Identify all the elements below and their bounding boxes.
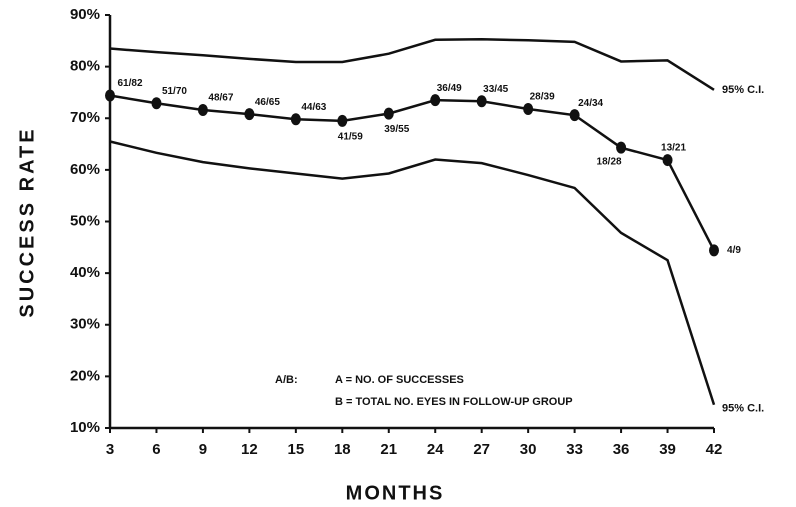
data-point <box>523 102 534 115</box>
point-label: 46/65 <box>255 97 280 108</box>
x-tick-label: 27 <box>473 441 490 458</box>
data-point <box>151 97 162 110</box>
x-tick-label: 33 <box>566 441 583 458</box>
data-point <box>290 113 301 126</box>
point-label: 4/9 <box>727 245 741 256</box>
point-label: 24/34 <box>578 98 603 109</box>
x-tick-label: 42 <box>706 441 723 458</box>
data-point <box>569 109 580 122</box>
point-label: 51/70 <box>162 86 187 97</box>
data-point <box>105 89 115 102</box>
x-tick-label: 15 <box>288 441 305 458</box>
data-point <box>430 94 441 107</box>
data-point <box>709 244 719 257</box>
line-end-label: 95% C.I. <box>722 84 764 96</box>
x-tick-label: 6 <box>152 441 160 458</box>
data-point <box>337 114 348 127</box>
y-tick-label: 30% <box>70 316 100 333</box>
y-tick-label: 60% <box>70 161 100 178</box>
line-end-label: 95% C.I. <box>722 403 764 415</box>
y-tick-label: 90% <box>70 6 100 23</box>
y-tick-label: 80% <box>70 58 100 75</box>
point-label: 41/59 <box>338 131 363 142</box>
annotation: A = NO. OF SUCCESSES <box>335 374 464 386</box>
data-point <box>244 108 255 121</box>
y-tick-label: 50% <box>70 212 100 229</box>
annotation: A/B: <box>275 374 298 386</box>
point-label: 33/45 <box>483 84 508 95</box>
x-tick-label: 39 <box>659 441 676 458</box>
y-tick-label: 70% <box>70 109 100 126</box>
x-tick-label: 3 <box>106 441 114 458</box>
series-line <box>109 38 715 91</box>
x-axis-label: MONTHS <box>346 482 445 504</box>
y-axis-label: SUCCESS RATE <box>16 126 38 317</box>
x-tick-label: 21 <box>380 441 397 458</box>
annotation: B = TOTAL NO. EYES IN FOLLOW-UP GROUP <box>335 396 573 408</box>
point-label: 13/21 <box>661 143 686 154</box>
x-tick-label: 18 <box>334 441 351 458</box>
point-label: 18/28 <box>597 156 622 167</box>
y-tick-label: 20% <box>70 367 100 384</box>
x-tick-label: 30 <box>520 441 537 458</box>
data-point <box>616 141 627 154</box>
series-line <box>109 140 716 406</box>
point-label: 48/67 <box>208 93 233 104</box>
data-point <box>383 107 394 120</box>
x-tick-label: 9 <box>199 441 207 458</box>
x-tick-label: 36 <box>613 441 630 458</box>
data-point <box>197 103 208 116</box>
y-tick-label: 10% <box>70 419 100 436</box>
point-label: 44/63 <box>301 102 326 113</box>
point-label: 28/39 <box>530 92 555 103</box>
data-point <box>662 154 673 167</box>
x-tick-label: 12 <box>241 441 258 458</box>
data-point <box>476 95 487 108</box>
point-label: 39/55 <box>384 124 409 135</box>
series-line <box>109 94 716 251</box>
x-tick-label: 24 <box>427 441 444 458</box>
point-label: 61/82 <box>117 78 142 89</box>
point-label: 36/49 <box>437 83 462 94</box>
y-tick-label: 40% <box>70 264 100 281</box>
